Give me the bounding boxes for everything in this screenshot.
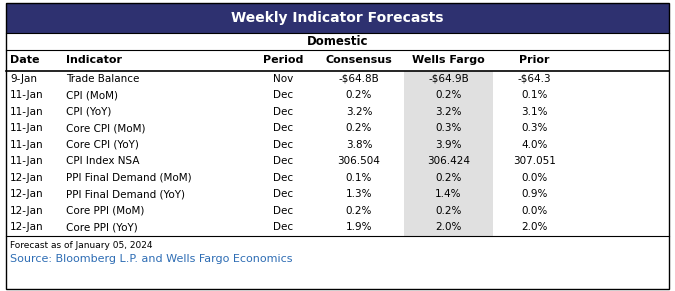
Text: Dec: Dec	[273, 90, 293, 100]
Text: 4.0%: 4.0%	[522, 140, 548, 150]
Text: CPI (MoM): CPI (MoM)	[66, 90, 118, 100]
Text: PPI Final Demand (YoY): PPI Final Demand (YoY)	[66, 189, 186, 199]
Text: Core CPI (YoY): Core CPI (YoY)	[66, 140, 139, 150]
Text: 11-Jan: 11-Jan	[10, 156, 44, 166]
Text: -$64.3: -$64.3	[518, 74, 551, 84]
Text: Dec: Dec	[273, 123, 293, 133]
Text: Prior: Prior	[520, 56, 550, 65]
Text: 12-Jan: 12-Jan	[10, 173, 44, 183]
Text: 0.1%: 0.1%	[346, 173, 372, 183]
Text: 0.2%: 0.2%	[435, 90, 462, 100]
Text: Domestic: Domestic	[306, 35, 369, 48]
Text: Consensus: Consensus	[325, 56, 392, 65]
Text: Dec: Dec	[273, 222, 293, 232]
Text: 12-Jan: 12-Jan	[10, 222, 44, 232]
Text: 12-Jan: 12-Jan	[10, 206, 44, 216]
Text: Forecast as of January 05, 2024: Forecast as of January 05, 2024	[10, 242, 153, 251]
Text: 0.2%: 0.2%	[346, 90, 372, 100]
Text: 9-Jan: 9-Jan	[10, 74, 37, 84]
Text: Weekly Indicator Forecasts: Weekly Indicator Forecasts	[232, 11, 443, 25]
Text: 11-Jan: 11-Jan	[10, 107, 44, 117]
Text: 0.1%: 0.1%	[522, 90, 548, 100]
Text: 0.2%: 0.2%	[346, 123, 372, 133]
Text: 3.2%: 3.2%	[435, 107, 462, 117]
Text: 11-Jan: 11-Jan	[10, 90, 44, 100]
Text: Dec: Dec	[273, 140, 293, 150]
Text: 11-Jan: 11-Jan	[10, 140, 44, 150]
Text: 0.2%: 0.2%	[346, 206, 372, 216]
Text: 0.3%: 0.3%	[522, 123, 548, 133]
Text: 0.2%: 0.2%	[435, 173, 462, 183]
Text: 0.9%: 0.9%	[522, 189, 548, 199]
Text: Core PPI (YoY): Core PPI (YoY)	[66, 222, 138, 232]
Text: 3.8%: 3.8%	[346, 140, 373, 150]
Text: Dec: Dec	[273, 189, 293, 199]
Text: 12-Jan: 12-Jan	[10, 189, 44, 199]
Text: 3.2%: 3.2%	[346, 107, 373, 117]
Text: Dec: Dec	[273, 107, 293, 117]
Text: Wells Fargo: Wells Fargo	[412, 56, 485, 65]
Text: -$64.9B: -$64.9B	[428, 74, 469, 84]
Text: 3.9%: 3.9%	[435, 140, 462, 150]
Text: Indicator: Indicator	[66, 56, 122, 65]
Text: 307.051: 307.051	[513, 156, 556, 166]
Text: 1.9%: 1.9%	[346, 222, 373, 232]
Text: 306.424: 306.424	[427, 156, 470, 166]
Text: 0.0%: 0.0%	[522, 206, 548, 216]
Text: Period: Period	[263, 56, 303, 65]
Text: 2.0%: 2.0%	[435, 222, 462, 232]
Text: Core PPI (MoM): Core PPI (MoM)	[66, 206, 144, 216]
Text: Date: Date	[10, 56, 40, 65]
Text: 11-Jan: 11-Jan	[10, 123, 44, 133]
Text: 0.3%: 0.3%	[435, 123, 462, 133]
Text: Trade Balance: Trade Balance	[66, 74, 140, 84]
Text: Nov: Nov	[273, 74, 293, 84]
Bar	[6, 3, 669, 33]
Text: -$64.8B: -$64.8B	[339, 74, 379, 84]
Text: Dec: Dec	[273, 173, 293, 183]
Text: CPI Index NSA: CPI Index NSA	[66, 156, 140, 166]
Text: 2.0%: 2.0%	[522, 222, 548, 232]
Text: Dec: Dec	[273, 156, 293, 166]
Text: Core CPI (MoM): Core CPI (MoM)	[66, 123, 146, 133]
Text: 306.504: 306.504	[338, 156, 381, 166]
Bar	[404, 70, 493, 235]
Text: 0.2%: 0.2%	[435, 206, 462, 216]
Text: 1.3%: 1.3%	[346, 189, 373, 199]
Text: CPI (YoY): CPI (YoY)	[66, 107, 112, 117]
Text: 1.4%: 1.4%	[435, 189, 462, 199]
Text: Dec: Dec	[273, 206, 293, 216]
Text: Source: Bloomberg L.P. and Wells Fargo Economics: Source: Bloomberg L.P. and Wells Fargo E…	[10, 254, 292, 264]
Text: 3.1%: 3.1%	[522, 107, 548, 117]
Text: 0.0%: 0.0%	[522, 173, 548, 183]
Text: PPI Final Demand (MoM): PPI Final Demand (MoM)	[66, 173, 192, 183]
